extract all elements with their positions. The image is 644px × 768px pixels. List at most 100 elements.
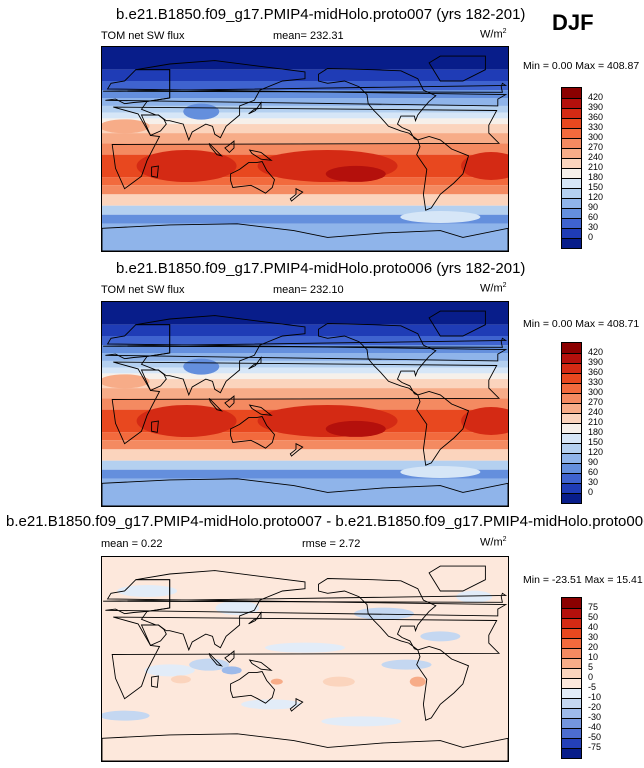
panel3-colorbar <box>561 597 582 759</box>
flux-band <box>102 353 508 361</box>
colorbar-tick-label: 0 <box>588 487 594 497</box>
flux-band <box>102 124 508 134</box>
diff-negative-area <box>456 590 493 603</box>
coastline-sumatra <box>208 142 223 157</box>
panel2-minmax: Min = 0.00 Max = 408.71 <box>523 318 640 330</box>
flux-max-indian <box>136 405 237 437</box>
flux-max-atlantic <box>461 407 508 435</box>
panel3-title: b.e21.B1850.f09_g17.PMIP4-midHolo.proto0… <box>6 513 644 530</box>
panel2-colorbar <box>561 342 582 504</box>
diff-negative-area <box>420 631 461 642</box>
diff-negative-area <box>381 659 432 670</box>
flux-band <box>102 460 508 470</box>
flux-band <box>102 185 508 195</box>
diff-positive-pacific <box>322 676 355 687</box>
colorbar-tick-label: 30 <box>588 632 599 642</box>
colorbar-tick-label: -30 <box>588 712 602 722</box>
colorbar-tick-label: 360 <box>588 367 604 377</box>
panel1-colorbar <box>561 87 582 249</box>
colorbar-tick-label: 5 <box>588 662 594 672</box>
coastline-nz <box>289 442 304 457</box>
diff-positive-peru <box>409 676 426 687</box>
coastline-uk <box>103 82 508 93</box>
coastline-greenland <box>428 310 486 337</box>
colorbar-tick-label: 20 <box>588 642 599 652</box>
colorbar-swatch <box>562 433 581 443</box>
coastline-sumatra <box>208 397 223 412</box>
panel1-title: b.e21.B1850.f09_g17.PMIP4-midHolo.proto0… <box>116 6 526 23</box>
coastline-samerica <box>416 136 470 211</box>
panel3-map <box>101 556 509 762</box>
colorbar-swatch <box>562 363 581 373</box>
flux-peak-pacific <box>325 420 386 437</box>
coastline-madagascar <box>151 420 159 433</box>
coastline-namerica <box>318 323 437 396</box>
coastline-uk <box>103 337 508 348</box>
panel3-rmse: rmse = 2.72 <box>302 538 361 550</box>
colorbar-tick-label: 390 <box>588 102 604 112</box>
colorbar-tick-label: 75 <box>588 602 599 612</box>
flux-band <box>102 373 508 380</box>
colorbar-tick-label: 270 <box>588 397 604 407</box>
coastline-asia <box>135 60 306 142</box>
colorbar-swatch <box>562 208 581 218</box>
flux-southern-ocean <box>400 211 481 223</box>
colorbar-tick-label: -5 <box>588 682 597 692</box>
colorbar-swatch <box>562 423 581 433</box>
colorbar-swatch <box>562 483 581 493</box>
coastline-namerica <box>318 578 437 651</box>
colorbar-tick-label: 30 <box>588 477 599 487</box>
colorbar-swatch <box>562 158 581 168</box>
diff-positive-coral <box>270 678 283 685</box>
colorbar-tick-label: 240 <box>588 152 604 162</box>
colorbar-swatch <box>562 228 581 238</box>
colorbar-swatch <box>562 668 581 678</box>
panel2-units: W/m2 <box>480 282 507 295</box>
flux-band <box>102 105 508 113</box>
flux-band <box>102 449 508 461</box>
panel3-minmax: Min = -23.51 Max = 15.41 <box>523 574 643 586</box>
flux-low-tibet <box>183 358 220 375</box>
colorbar-swatch <box>562 698 581 708</box>
coastline-antarctica <box>102 733 508 761</box>
coastline-sumatra <box>208 652 223 667</box>
colorbar-swatch <box>562 373 581 383</box>
coastline-nz <box>289 187 304 202</box>
season-label: DJF <box>552 10 594 35</box>
colorbar-tick-label: 420 <box>588 92 604 102</box>
colorbar-tick-label: -40 <box>588 722 602 732</box>
coastline-antarctica <box>102 478 508 506</box>
colorbar-tick-label: 330 <box>588 122 604 132</box>
colorbar-tick-label: 60 <box>588 467 599 477</box>
colorbar-swatch <box>562 728 581 738</box>
flux-max-atlantic <box>461 152 508 180</box>
coastline-arabia <box>140 624 167 646</box>
colorbar-swatch <box>562 403 581 413</box>
coastline-madagascar <box>151 675 159 688</box>
coastline-australia <box>230 415 275 449</box>
panel3-units: W/m2 <box>480 536 507 549</box>
coastline-australia <box>230 670 275 704</box>
colorbar-swatch <box>562 138 581 148</box>
colorbar-tick-label: -50 <box>588 732 602 742</box>
diff-negative-area <box>117 585 178 597</box>
colorbar-tick-label: 150 <box>588 437 604 447</box>
colorbar-swatch <box>562 98 581 108</box>
diff-negative-area <box>144 664 195 677</box>
colorbar-swatch <box>562 353 581 363</box>
colorbar-tick-label: 210 <box>588 162 604 172</box>
flux-low-tibet <box>183 103 220 120</box>
colorbar-swatch <box>562 708 581 718</box>
colorbar-tick-label: 30 <box>588 222 599 232</box>
flux-band <box>102 379 508 389</box>
flux-band <box>102 398 508 410</box>
colorbar-swatch <box>562 443 581 453</box>
flux-sahara <box>102 119 150 134</box>
flux-band <box>102 388 508 399</box>
diff-negative-maritime <box>221 666 242 675</box>
flux-band <box>102 478 508 506</box>
coastline-borneo <box>224 140 235 154</box>
coastline-newguinea <box>248 659 273 671</box>
flux-band <box>102 440 508 450</box>
flux-southern-ocean <box>400 466 481 478</box>
